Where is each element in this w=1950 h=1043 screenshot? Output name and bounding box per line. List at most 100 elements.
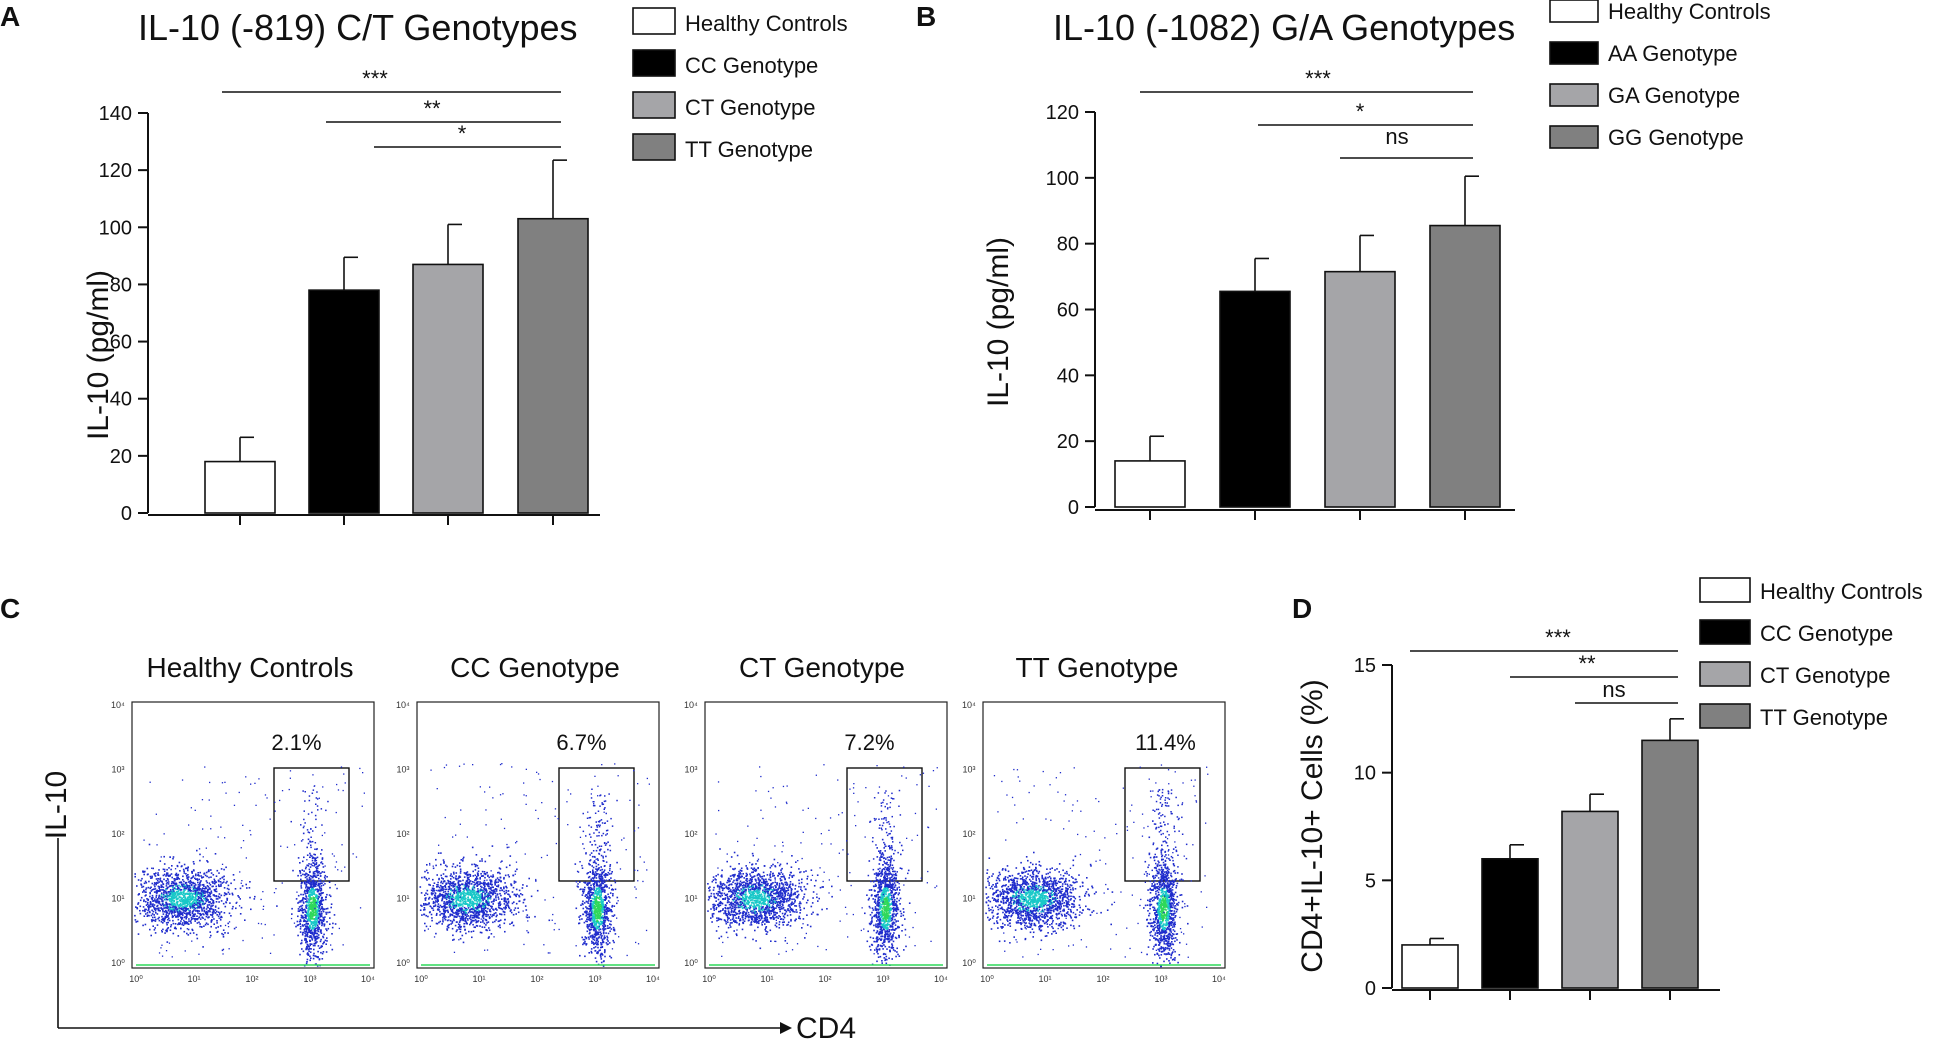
x-tick-label: 10⁴ (1212, 974, 1226, 984)
significance-label: ** (1578, 651, 1596, 676)
bar-3 (1561, 810, 1619, 989)
flow-plot-1: Healthy Controls 10⁰ 10⁰ 10¹ 10¹ 10² 10² 10³ 10³… (111, 652, 375, 984)
legend-swatch-4 (1699, 703, 1751, 729)
y-tick-label: 120 (99, 160, 132, 182)
legend-label: CC Genotype (685, 53, 818, 78)
y-tick-label: 20 (110, 446, 132, 468)
legend-label: Healthy Controls (1608, 0, 1771, 24)
gate-percent-label: 6.7% (556, 730, 606, 755)
flow-dots (707, 764, 938, 966)
legend-label: AA Genotype (1608, 41, 1738, 66)
y-tick-label: 10⁴ (111, 700, 125, 710)
legend-label: TT Genotype (1760, 705, 1888, 730)
y-tick-label: 0 (1068, 497, 1079, 519)
legend-label: Healthy Controls (1760, 579, 1923, 604)
bar-4 (1641, 739, 1699, 989)
legend-swatch-3 (1549, 83, 1599, 107)
significance-label: ns (1602, 677, 1625, 702)
y-tick-label: 40 (1057, 365, 1079, 387)
x-tick-label: 10² (530, 974, 543, 984)
flow-plot-3: CT Genotype 10⁰ 10⁰ 10¹ 10¹ 10² 10² 10³ 10³ 10⁴ 10… (684, 652, 948, 984)
y-tick-label: 10¹ (684, 894, 697, 904)
flow-plot-frame (131, 701, 375, 969)
y-tick-label: 10⁴ (396, 700, 410, 710)
legend-label: CC Genotype (1760, 621, 1893, 646)
y-tick-label: 10⁴ (684, 700, 698, 710)
legend-label: TT Genotype (685, 137, 813, 162)
y-tick-label: 10⁴ (962, 700, 976, 710)
cd4-axis-label: CD4 (796, 1012, 856, 1043)
y-tick-label: 80 (110, 274, 132, 296)
y-tick-label: 10² (962, 829, 975, 839)
y-tick-label: 10² (396, 829, 409, 839)
panel-letter-d: D (1292, 593, 1312, 624)
legend-swatch-1 (632, 7, 676, 35)
gate-box (846, 767, 923, 882)
significance-label: *** (362, 66, 388, 91)
flow-dots (419, 763, 650, 967)
y-axis-label: IL-10 (pg/ml) (982, 237, 1015, 407)
x-tick-label: 10⁰ (980, 974, 994, 984)
y-tick-label: 120 (1046, 102, 1079, 124)
significance-label: *** (1305, 66, 1331, 91)
y-tick-label: 5 (1365, 870, 1376, 892)
y-tick-label: 60 (110, 332, 132, 354)
y-tick-label: 0 (1365, 978, 1376, 1000)
y-tick-label: 60 (1057, 300, 1079, 322)
legend-swatch-4 (632, 133, 676, 161)
legend-label: GA Genotype (1608, 83, 1740, 108)
gate-percent-label: 2.1% (271, 730, 321, 755)
flow-plot-2: CC Genotype 10⁰ 10⁰ 10¹ 10¹ 10² 10² 10³ 10³ 10⁴ 10… (396, 652, 660, 984)
significance-label: ** (423, 96, 441, 121)
y-tick-label: 40 (110, 389, 132, 411)
y-tick-label: 80 (1057, 234, 1079, 256)
y-tick-label: 10¹ (111, 894, 124, 904)
y-axis-label: IL-10 (pg/ml) (82, 270, 115, 440)
bar-3 (1324, 270, 1396, 508)
legend-swatch-3 (632, 91, 676, 119)
y-tick-label: 10⁰ (111, 958, 125, 968)
il10-axis-label: IL-10 (40, 771, 73, 839)
y-axis-label: CD4+IL-10+ Cells (%) (1296, 679, 1329, 972)
x-tick-label: 10¹ (187, 974, 200, 984)
legend-swatch-4 (1549, 125, 1599, 149)
bar-4 (517, 217, 589, 514)
legend-swatch-2 (1549, 41, 1599, 65)
x-tick-label: 10⁰ (414, 974, 428, 984)
panel-letter-c: C (0, 593, 20, 624)
legend-label: Healthy Controls (685, 11, 848, 36)
gate-percent-label: 11.4% (1135, 730, 1196, 755)
y-tick-label: 10³ (962, 765, 975, 775)
flow-plot-title: TT Genotype (1016, 652, 1179, 683)
flow-dots (134, 766, 365, 967)
panel-b-chart: IL-10 (-1082) G/A Genotypes 0 20 40 60 80 100 1… (982, 0, 1771, 520)
panel-letter-b: B (916, 1, 936, 32)
y-tick-label: 140 (99, 103, 132, 125)
x-tick-label: 10³ (876, 974, 889, 984)
flow-plot-frame (704, 701, 948, 969)
legend-label: GG Genotype (1608, 125, 1744, 150)
bar-1 (204, 460, 276, 514)
x-tick-label: 10⁰ (129, 974, 143, 984)
y-tick-label: 10⁰ (962, 958, 976, 968)
legend-swatch-1 (1699, 577, 1751, 603)
y-tick-label: 10⁰ (396, 958, 410, 968)
x-tick-label: 10⁴ (934, 974, 948, 984)
bar-2 (308, 289, 380, 514)
y-tick-label: 10¹ (962, 894, 975, 904)
panel-a-chart: IL-10 (-819) C/T Genotypes 0 20 40 60 80 100 12… (82, 7, 848, 525)
y-tick-label: 100 (1046, 168, 1079, 190)
significance-label: * (458, 121, 467, 146)
significance-label: * (1356, 99, 1365, 124)
significance-label: *** (1545, 625, 1571, 650)
gate-percent-label: 7.2% (844, 730, 894, 755)
x-tick-label: 10⁴ (646, 974, 660, 984)
x-tick-label: 10¹ (760, 974, 773, 984)
legend-label: CT Genotype (1760, 663, 1890, 688)
x-tick-label: 10³ (303, 974, 316, 984)
y-tick-label: 10³ (396, 765, 409, 775)
x-tick-label: 10⁰ (702, 974, 716, 984)
cd4-arrowhead (780, 1022, 792, 1034)
